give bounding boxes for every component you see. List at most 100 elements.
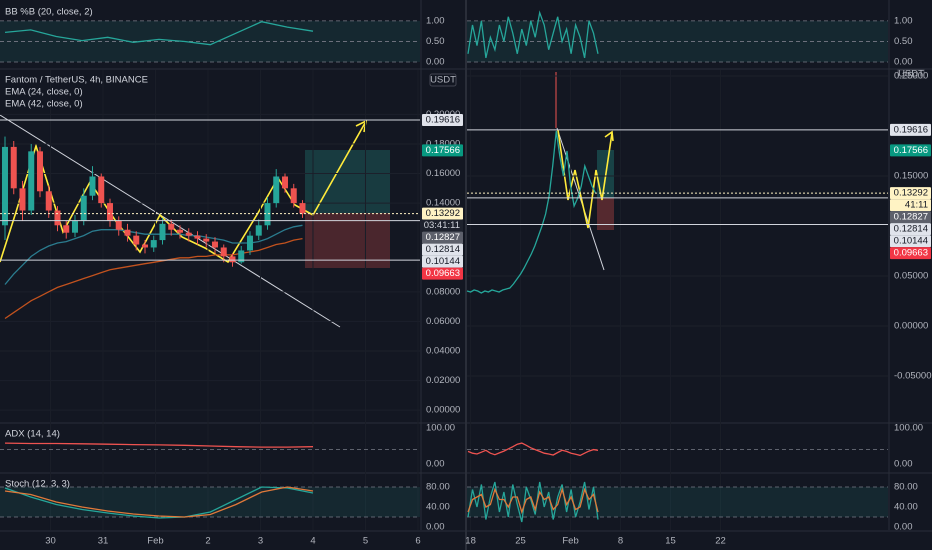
y-tick-label: 0.00 — [894, 57, 913, 68]
trend-line — [556, 127, 605, 271]
candle-body — [54, 210, 61, 226]
series-line — [467, 487, 599, 515]
price-tag — [422, 255, 463, 268]
indicator-band — [467, 487, 888, 517]
series-line — [4, 442, 314, 448]
candle-body — [220, 247, 227, 257]
candle-body — [10, 146, 17, 189]
x-tick-label: 5 — [363, 536, 368, 547]
price-tag — [890, 223, 931, 236]
candle-body — [115, 220, 122, 230]
series-line — [4, 486, 314, 518]
candle-body — [264, 203, 271, 226]
unit-label: USDT — [430, 75, 456, 86]
price-tag-label: 0.12814 — [426, 244, 460, 255]
candle-body — [273, 176, 280, 204]
price-tag — [422, 114, 463, 127]
y-tick-label: 0.00 — [894, 459, 913, 470]
candle-body — [45, 191, 52, 211]
candle-body — [80, 195, 87, 221]
series-line — [467, 442, 599, 457]
candle-body — [98, 176, 105, 204]
x-tick-label: 15 — [665, 536, 676, 547]
x-tick-label: 18 — [465, 536, 476, 547]
x-tick-label: 2 — [205, 536, 210, 547]
legend-entry: EMA (42, close, 0) — [5, 99, 83, 110]
y-tick-label: 0.04000 — [426, 346, 460, 357]
price-tag-label: 0.10144 — [426, 256, 460, 267]
price-tag — [890, 187, 931, 200]
price-tag-label: 03:41:11 — [424, 220, 460, 231]
price-tag-label: 0.19616 — [426, 115, 460, 126]
price-tag — [422, 144, 463, 157]
candle-body — [133, 235, 140, 245]
x-tick-label: 6 — [415, 536, 420, 547]
candle-body — [150, 240, 157, 248]
price-tag — [422, 207, 463, 220]
candle-body — [246, 235, 253, 251]
price-tag-label: 0.13292 — [426, 208, 460, 219]
y-tick-label: 0.08000 — [426, 286, 460, 297]
candle-body — [36, 151, 43, 192]
x-tick-label: 25 — [515, 536, 526, 547]
price-tag-label: 0.17566 — [426, 145, 460, 156]
price-tag — [890, 235, 931, 248]
panel-title: Stoch (12, 3, 3) — [5, 479, 70, 490]
panel-title: Fantom / TetherUS, 4h, BINANCE — [5, 75, 148, 86]
candle-body — [124, 229, 131, 236]
candle-body — [203, 238, 210, 242]
candle-body — [63, 225, 70, 233]
y-tick-label: 0.00 — [426, 57, 445, 68]
y-tick-label: 40.00 — [426, 502, 450, 513]
price-tag-label: 0.12827 — [426, 232, 460, 243]
x-tick-label: 22 — [715, 536, 726, 547]
candle-body — [229, 256, 236, 263]
y-tick-label: 80.00 — [894, 482, 918, 493]
price-tag-label: 0.13292 — [894, 188, 928, 199]
y-tick-label: 0.16000 — [426, 168, 460, 179]
candle-body — [168, 223, 175, 230]
y-tick-label: 0.50 — [894, 36, 913, 47]
series-line — [467, 10, 599, 59]
y-tick-label: 0.14000 — [426, 198, 460, 209]
price-tag — [422, 243, 463, 256]
y-tick-label: 0.00000 — [426, 405, 460, 416]
y-tick-label: 0.18000 — [426, 138, 460, 149]
price-tag-label: 0.10144 — [894, 236, 928, 247]
y-tick-label: 0.00000 — [894, 321, 928, 332]
x-tick-label: 3 — [258, 536, 263, 547]
panel-title: BB %B (20, close, 2) — [5, 7, 93, 18]
candle-body — [281, 176, 288, 189]
y-tick-label: 0.15000 — [894, 171, 928, 182]
candle-body — [176, 229, 183, 233]
price-tag-label: 41:11 — [905, 200, 928, 211]
price-tag — [422, 219, 463, 232]
x-tick-label: Feb — [562, 536, 578, 547]
candle-body — [299, 203, 306, 214]
unit-label: USDT — [898, 69, 924, 80]
price-tag — [890, 199, 931, 212]
y-tick-label: 1.00 — [426, 15, 445, 26]
y-tick-label: 0.02000 — [426, 375, 460, 386]
x-tick-label: Feb — [147, 536, 163, 547]
price-tag — [890, 247, 931, 260]
candle-body — [71, 220, 78, 233]
candle-body — [255, 225, 262, 236]
price-tag — [422, 267, 463, 280]
unit-box — [897, 69, 925, 79]
price-tag — [890, 144, 931, 157]
price-tag-label: 0.12814 — [894, 224, 928, 235]
candle-body — [211, 241, 218, 248]
stop-zone — [597, 198, 614, 230]
x-tick-label: 4 — [310, 536, 315, 547]
y-tick-label: 80.00 — [426, 482, 450, 493]
arrow-head — [604, 130, 614, 142]
series-line — [4, 21, 314, 46]
y-tick-label: -0.05000 — [894, 371, 932, 382]
y-tick-label: 0.06000 — [426, 316, 460, 327]
price-tag-label: 0.09663 — [894, 248, 928, 259]
y-tick-label: 0.00 — [426, 459, 445, 470]
x-tick-label: 31 — [98, 536, 109, 547]
candle-body — [194, 235, 201, 239]
panel-title: ADX (14, 14) — [5, 429, 60, 440]
